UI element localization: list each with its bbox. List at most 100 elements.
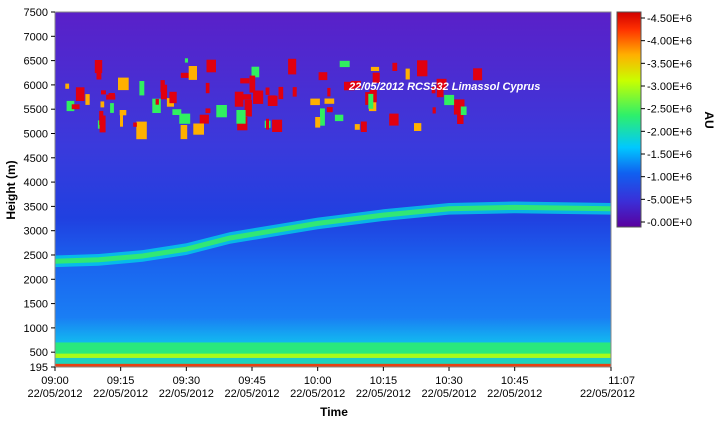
cloud-patch	[253, 90, 264, 104]
y-tick-label: 3000	[24, 226, 48, 238]
cloud-patch	[292, 87, 297, 97]
y-tick-label: 6500	[24, 56, 48, 68]
cloud-patch	[188, 66, 197, 80]
cloud-patch	[266, 118, 269, 130]
cloud-patch	[66, 100, 75, 112]
colorbar-tick-label: -3.50E+6	[647, 58, 692, 70]
x-tick-time: 09:15	[107, 375, 135, 387]
cloud-patch	[244, 99, 252, 117]
colorbar-tick-label: -2.50E+6	[647, 104, 692, 116]
cloud-patch	[65, 83, 70, 89]
cloud-patch	[392, 62, 398, 71]
cloud-patch	[75, 87, 85, 101]
colorbar-tick-label: -0.00E+0	[647, 217, 692, 229]
colorbar-tick-label: -5.00E+5	[647, 194, 692, 206]
surface-layer-core	[55, 353, 611, 359]
cloud-patch	[160, 84, 168, 100]
y-tick-label: 5500	[24, 104, 48, 116]
plot-area	[55, 12, 611, 367]
cloud-patch	[179, 113, 191, 124]
colorbar-tick-label: -2.00E+6	[647, 126, 692, 138]
cloud-patch	[372, 72, 380, 83]
cloud-patch	[180, 72, 190, 78]
cloud-patch	[169, 91, 177, 104]
cloud-patch	[120, 114, 123, 127]
cloud-patch	[457, 112, 464, 124]
cloud-patch	[350, 80, 361, 89]
x-tick-date: 22/05/2012	[224, 388, 279, 400]
colorbar-tick-label: -1.00E+6	[647, 172, 692, 184]
cloud-patch	[318, 72, 328, 81]
cloud-patch	[249, 75, 256, 93]
cloud-patch	[365, 92, 370, 105]
y-axis: 7500 7000 6500 6000 5500 5000 4500 4000 3500 3000…	[24, 7, 55, 374]
x-tick-time: 09:45	[238, 375, 266, 387]
cloud-patch	[320, 108, 325, 126]
cloud-patch	[71, 104, 80, 110]
cloud-patch	[354, 124, 360, 130]
x-tick-date: 22/05/2012	[421, 388, 476, 400]
cloud-patch	[436, 78, 447, 89]
cloud-patch	[136, 121, 147, 140]
cloud-patch	[152, 98, 161, 113]
cloud-patch	[278, 86, 284, 100]
x-tick-time: 10:45	[501, 375, 529, 387]
y-axis-title: Height (m)	[4, 160, 18, 219]
y-tick-label: 7000	[24, 31, 48, 43]
surface-red-strip	[55, 363, 611, 367]
cloud-patch	[327, 87, 331, 97]
aerosol-layer-core	[55, 204, 611, 264]
cloud-patch	[344, 81, 355, 91]
cloud-patch	[172, 109, 182, 115]
cloud-patch	[324, 98, 335, 104]
cloud-patch	[405, 68, 410, 80]
cloud-patch	[110, 103, 114, 113]
cloud-patch	[155, 98, 159, 105]
cloud-patches	[65, 58, 483, 140]
cloud-patch	[118, 77, 129, 91]
cloud-patch	[310, 98, 320, 106]
x-axis: 09:0022/05/201209:1522/05/201209:3022/05…	[27, 367, 635, 400]
cloud-patch	[326, 107, 333, 113]
cloud-patch	[101, 90, 106, 95]
x-tick-time: 09:30	[173, 375, 201, 387]
cloud-patch	[205, 108, 211, 114]
cloud-patch	[360, 121, 367, 132]
x-tick-time: 10:30	[435, 375, 463, 387]
y-tick-label: 2000	[24, 274, 48, 286]
cloud-patch	[460, 106, 467, 115]
x-tick-time: 10:00	[304, 375, 332, 387]
x-tick-date: 22/05/2012	[93, 388, 148, 400]
x-tick-date: 22/05/2012	[159, 388, 214, 400]
cloud-patch	[133, 122, 137, 127]
x-tick-date: 22/05/2012	[356, 388, 411, 400]
y-tick-label: 1500	[24, 299, 48, 311]
cloud-patch	[473, 68, 483, 81]
cloud-patch	[139, 81, 145, 96]
cloud-patch	[184, 58, 188, 63]
y-tick-label: 1000	[24, 323, 48, 335]
colorbar-tick-label: -1.50E+6	[647, 149, 692, 161]
x-tick-time: 09:00	[41, 375, 69, 387]
cloud-patch	[236, 110, 246, 124]
x-tick-time: 11:07	[608, 375, 635, 387]
y-tick-label: 4500	[24, 153, 48, 165]
cloud-patch	[216, 105, 227, 118]
cloud-patch	[453, 99, 465, 115]
y-tick-label: 4000	[24, 177, 48, 189]
y-tick-label: 2500	[24, 250, 48, 262]
x-tick-date: 22/05/2012	[27, 388, 82, 400]
x-tick-date: 22/05/2012	[580, 388, 635, 400]
cloud-patch	[265, 87, 270, 95]
y-tick-label: 195	[30, 362, 48, 374]
cloud-patch	[389, 113, 399, 126]
cloud-patch	[206, 59, 216, 73]
cloud-patch	[241, 94, 252, 100]
cloud-patch	[94, 60, 103, 74]
cloud-patch	[272, 119, 283, 132]
heatmap-features	[55, 58, 611, 367]
y-tick-label: 7500	[24, 7, 48, 19]
cloud-patch	[85, 94, 90, 105]
cloud-patch	[368, 93, 374, 109]
